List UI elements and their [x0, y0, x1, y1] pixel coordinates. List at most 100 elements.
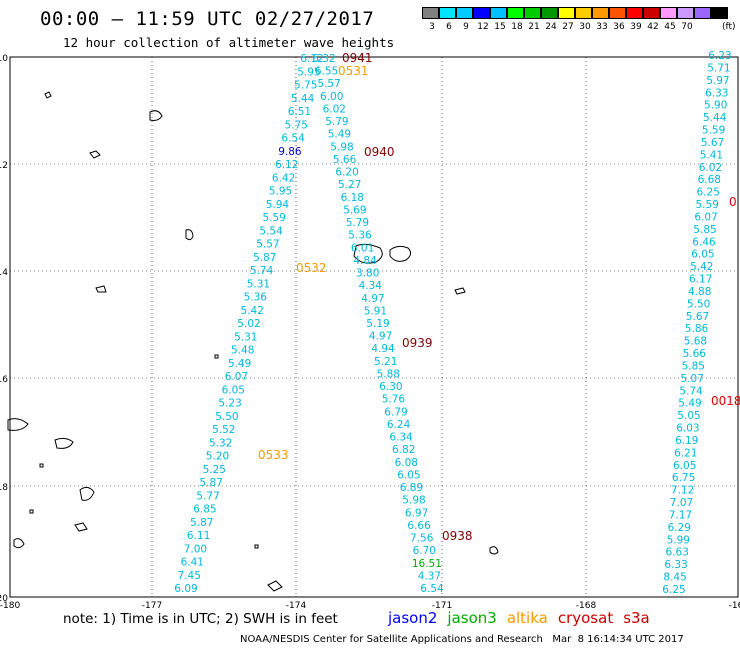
wave-height-value: 5.87 [253, 252, 276, 264]
wave-height-value: 5.75 [285, 119, 308, 131]
wave-height-value: 7.56 [410, 533, 434, 545]
wave-height-value: 6.00 [320, 91, 343, 103]
wave-height-value: 6.23 [708, 50, 731, 62]
wave-height-value: 4.94 [371, 343, 395, 355]
wave-height-value: 5.71 [707, 62, 730, 74]
wave-height-value: 4.37 [418, 570, 441, 582]
wave-height-value: 6.66 [407, 520, 431, 532]
wave-height-value: 5.25 [203, 464, 226, 476]
wave-height-value: 6.33 [664, 559, 687, 571]
wave-height-value: 5.59 [696, 199, 719, 211]
wave-height-value: 6.33 [705, 87, 728, 99]
wave-height-value: 6.19 [675, 435, 698, 447]
wave-height-value: 5.20 [206, 451, 229, 463]
wave-height-value: 6.63 [666, 547, 689, 559]
wave-height-value: 6.29 [668, 522, 691, 534]
wave-height-value: 5.99 [667, 534, 690, 546]
pass-time-label: 0938 [442, 529, 473, 543]
colorbar-swatch [609, 7, 626, 19]
wave-height-value: 9.86 [278, 146, 302, 158]
wave-height-value: 6.85 [193, 504, 216, 516]
satellite-tracks: 6.125.955.755.446.515.756.549.866.126.42… [174, 50, 731, 596]
colorbar-label: 12 [477, 22, 489, 32]
wave-height-value: 6.82 [392, 444, 415, 456]
satellite-legend: jason2 jason3 altika cryosat s3a [388, 609, 660, 627]
wave-height-value: 6.97 [405, 507, 428, 519]
colorbar-swatch [694, 7, 711, 19]
wave-height-value: 5.57 [256, 239, 279, 251]
coastlines [7, 91, 499, 592]
legend-item-s3a: s3a [623, 609, 650, 627]
wave-height-value: 6.46 [692, 236, 716, 248]
wave-height-value: 5.07 [681, 373, 704, 385]
island-wallis [185, 229, 194, 241]
wave-height-value: 16.51 [412, 558, 442, 570]
island-fiji-2 [54, 437, 74, 449]
wave-height-value: 5.94 [266, 199, 290, 211]
wave-height-value: 6.30 [379, 381, 402, 393]
wave-height-value: 6.42 [272, 172, 295, 184]
wave-height-value: 4.84 [353, 255, 377, 267]
wave-height-value: 5.44 [703, 112, 727, 124]
wave-height-value: 5.50 [687, 298, 710, 310]
island-a [149, 110, 163, 121]
wave-height-value: 6.79 [384, 406, 407, 418]
island-samoa-upolu [389, 245, 412, 262]
wave-height-value: 5.74 [679, 385, 703, 397]
wave-height-value: 5.31 [247, 278, 270, 290]
colorbar-swatch [473, 7, 490, 19]
colorbar-unit: (ft) [722, 22, 736, 32]
legend-item-cryosat: cryosat [557, 609, 614, 627]
colorbar-swatch [660, 7, 677, 19]
wave-height-value: 6.18 [341, 192, 364, 204]
legend-item-jason3: jason3 [447, 609, 497, 627]
latitude-label: -12 [0, 161, 8, 171]
legend-item-jason2: jason2 [388, 609, 438, 627]
wave-height-value: 6.55 [315, 66, 338, 78]
island-tonga-3 [267, 580, 283, 592]
longitude-label: -168 [576, 601, 597, 611]
colorbar-swatch [677, 7, 694, 19]
latitude-label: -16 [0, 375, 8, 385]
longitude-label: -174 [286, 601, 307, 611]
wave-height-value: 5.97 [706, 75, 729, 87]
colorbar-swatch [541, 7, 558, 19]
longitude-label: -180 [0, 601, 20, 611]
colorbar-swatch [507, 7, 524, 19]
wave-height-value: 6.21 [674, 447, 697, 459]
colorbar-swatch [524, 7, 541, 19]
longitude-label: -177 [142, 601, 162, 611]
wave-height-value: 5.98 [330, 141, 353, 153]
wave-height-value: 6.01 [351, 242, 374, 254]
wave-height-value: 6.05 [673, 460, 696, 472]
wave-height-value: 5.36 [244, 292, 268, 304]
wave-height-value: 6.54 [420, 583, 444, 595]
wave-height-value: 5.87 [190, 517, 213, 529]
wave-height-value: 5.41 [700, 149, 723, 161]
colorbar-swatch [439, 7, 456, 19]
island-d [95, 285, 107, 293]
wave-height-value: 5.36 [348, 230, 372, 242]
wave-height-value: 5.49 [328, 129, 351, 141]
wave-height-value: 6.07 [225, 371, 248, 383]
wave-height-value: 6.68 [698, 174, 721, 186]
footnote: note: 1) Time is in UTC; 2) SWH is in fe… [63, 611, 338, 627]
wave-height-value: 7.00 [184, 543, 207, 555]
wave-height-value: 5.52 [212, 424, 235, 436]
wave-height-value: 5.59 [702, 125, 725, 137]
wave-height-value: 6.11 [187, 530, 210, 542]
wave-height-value: 5.48 [231, 345, 254, 357]
wave-height-value: 6.34 [389, 432, 413, 444]
island-samoa-savaii [353, 243, 383, 264]
colorbar-label: 3 [429, 22, 435, 32]
longitude-label: -16 [729, 601, 740, 611]
island-c [89, 150, 101, 159]
wave-height-value: 5.19 [366, 318, 389, 330]
wave-height-value: 5.27 [338, 179, 361, 191]
wave-height-value: 5.42 [690, 261, 713, 273]
wave-height-value: 6.05 [222, 384, 245, 396]
map-subtitle: 12 hour collection of altimeter wave hei… [63, 35, 395, 50]
wave-height-value: 5.75 [294, 80, 317, 92]
colorbar-label: 33 [596, 22, 608, 32]
